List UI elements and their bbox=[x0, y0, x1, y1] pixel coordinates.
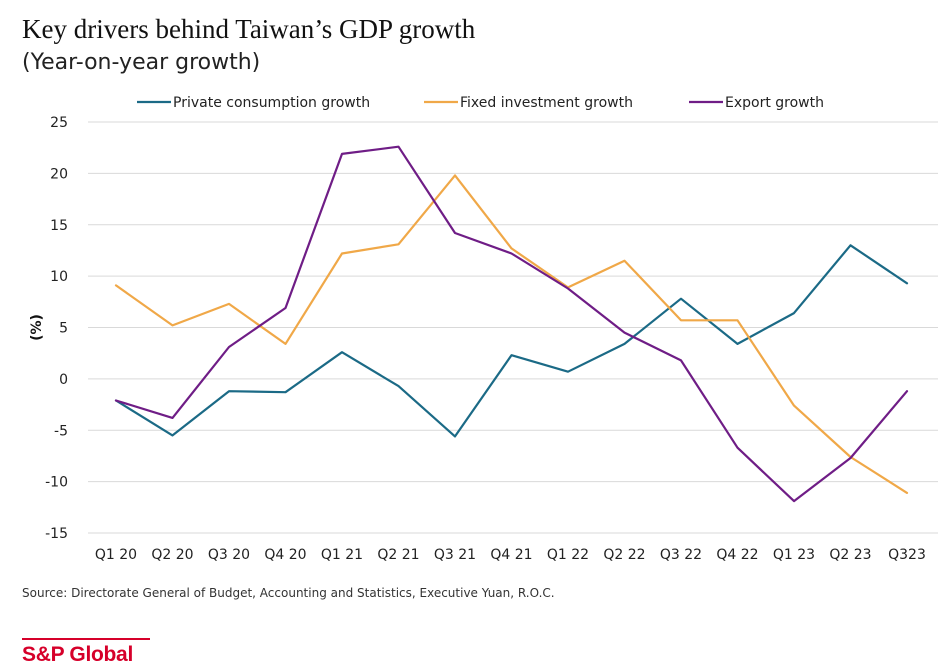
series-lines bbox=[114, 145, 909, 503]
y-tick-label: 20 bbox=[50, 166, 68, 182]
y-axis-ticks: 25 20 15 10 5 0 -5 -10 -15 bbox=[45, 115, 68, 542]
x-tick-label: Q3 22 bbox=[660, 547, 702, 563]
x-tick-label: Q3 21 bbox=[434, 547, 476, 563]
legend: Private consumption growth Fixed investme… bbox=[137, 95, 824, 111]
x-tick-label: Q2 23 bbox=[829, 547, 871, 563]
x-tick-label: Q1 22 bbox=[547, 547, 589, 563]
x-axis-ticks: Q1 20 Q2 20 Q3 20 Q4 20 Q1 21 Q2 21 Q3 21 Q4 21… bbox=[95, 547, 926, 563]
y-tick-label: 25 bbox=[50, 115, 68, 131]
chart-subtitle: (Year-on-year growth) bbox=[22, 50, 261, 75]
y-tick-label: -15 bbox=[45, 526, 68, 542]
x-tick-label: Q1 21 bbox=[321, 547, 363, 563]
y-tick-label: 10 bbox=[50, 269, 68, 285]
x-tick-label: Q323 bbox=[888, 547, 926, 563]
y-axis-label: (%) bbox=[29, 314, 45, 341]
x-tick-label: Q1 20 bbox=[95, 547, 137, 563]
y-tick-label: 0 bbox=[59, 372, 68, 388]
x-tick-label: Q3 20 bbox=[208, 547, 250, 563]
legend-label: Private consumption growth bbox=[173, 95, 370, 111]
x-tick-label: Q1 23 bbox=[773, 547, 815, 563]
x-tick-label: Q4 20 bbox=[264, 547, 306, 563]
series-line bbox=[114, 244, 909, 438]
y-tick-label: 5 bbox=[59, 321, 68, 337]
sp-global-logo: S&P Global bbox=[22, 643, 133, 666]
legend-label: Export growth bbox=[725, 95, 824, 111]
series-line bbox=[114, 145, 909, 503]
source-note: Source: Directorate General of Budget, A… bbox=[22, 586, 555, 600]
x-tick-label: Q2 21 bbox=[377, 547, 419, 563]
chart-title: Key drivers behind Taiwan’s GDP growth bbox=[22, 14, 476, 44]
x-tick-label: Q4 22 bbox=[716, 547, 758, 563]
brand-rule bbox=[22, 638, 150, 640]
x-tick-label: Q2 22 bbox=[603, 547, 645, 563]
gridlines bbox=[88, 121, 938, 534]
y-tick-label: -5 bbox=[54, 423, 68, 439]
y-tick-label: -10 bbox=[45, 475, 68, 491]
y-tick-label: 15 bbox=[50, 218, 68, 234]
series-line bbox=[114, 174, 909, 494]
x-tick-label: Q2 20 bbox=[151, 547, 193, 563]
x-tick-label: Q4 21 bbox=[490, 547, 532, 563]
legend-label: Fixed investment growth bbox=[460, 95, 633, 111]
